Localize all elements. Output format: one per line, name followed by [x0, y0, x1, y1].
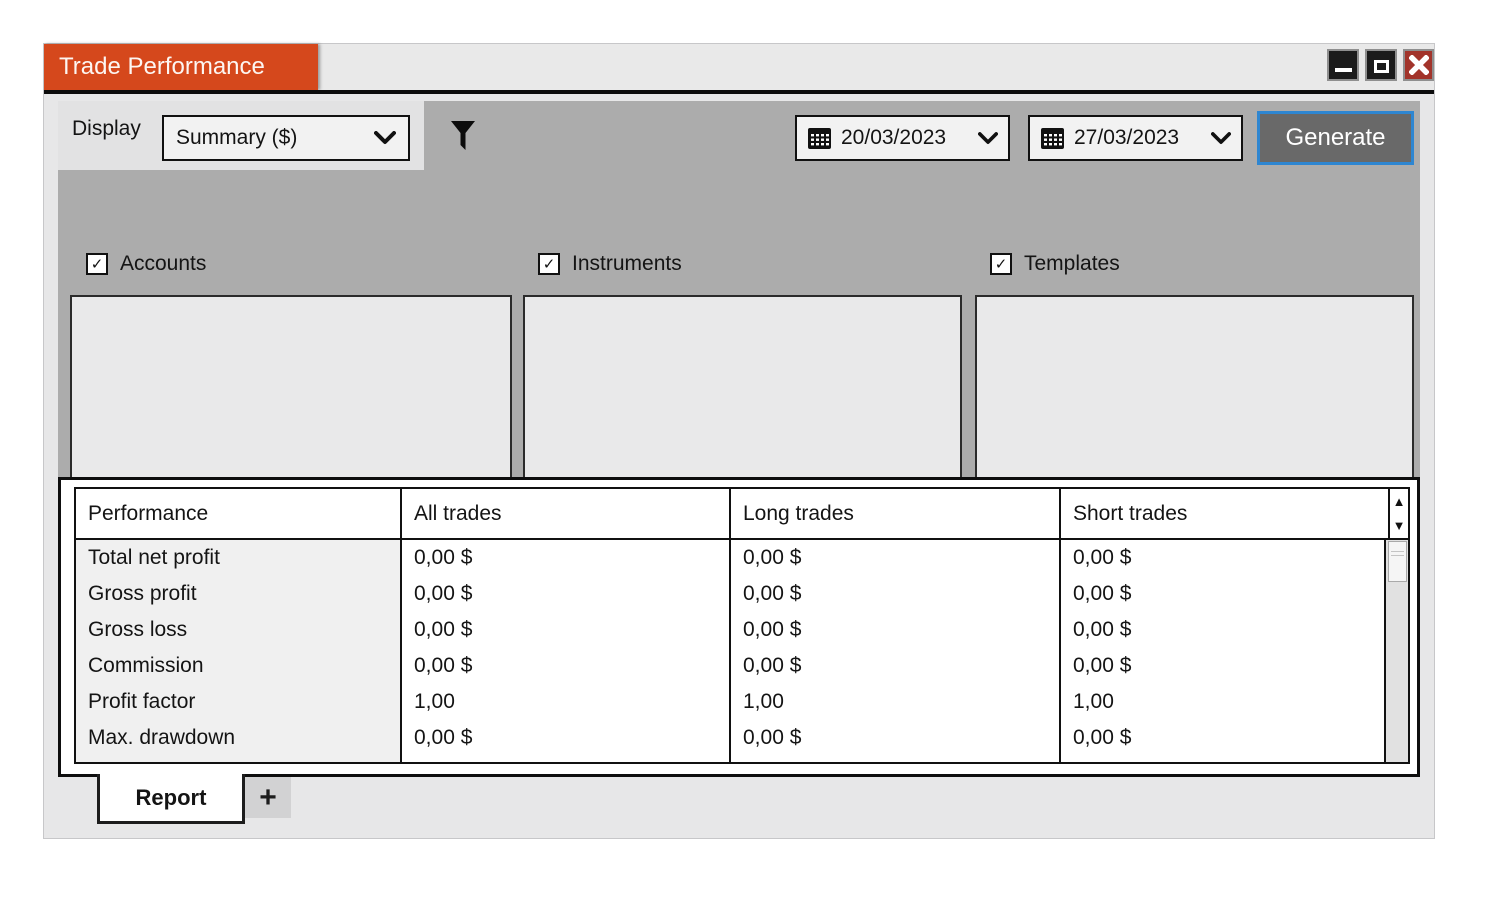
cell-metric: Gross loss — [76, 612, 400, 648]
table-row: Gross profit 0,00 $ 0,00 $ 0,00 $ — [76, 576, 1408, 612]
scroll-up-button[interactable]: ▲ — [1390, 489, 1408, 514]
cell-all: 0,00 $ — [400, 720, 729, 756]
cell-all: 0,00 $ — [400, 540, 729, 576]
calendar-icon — [808, 127, 831, 149]
cell-long: 0,00 $ — [729, 576, 1059, 612]
cell-metric: Profit factor — [76, 684, 400, 720]
accounts-label: Accounts — [120, 252, 207, 275]
cell-short: 0,00 $ — [1059, 612, 1388, 648]
display-label: Display — [72, 117, 141, 140]
scrollbar-thumb[interactable] — [1388, 541, 1407, 582]
cell-all: 0,00 $ — [400, 576, 729, 612]
toolbar: Display Summary ($) — [58, 101, 1420, 517]
templates-checkbox[interactable]: ✓ — [990, 253, 1012, 275]
maximize-icon — [1373, 59, 1389, 73]
cell-short: 0,00 $ — [1059, 720, 1388, 756]
date-to-picker[interactable]: 27/03/2023 — [1028, 115, 1243, 161]
titlebar-separator — [44, 90, 1434, 94]
date-to-value: 27/03/2023 — [1074, 126, 1180, 149]
cell-all: 1,00 — [400, 684, 729, 720]
accounts-filter-group: ✓ Accounts — [86, 252, 206, 276]
report-panel: Performance All trades Long trades Short… — [58, 477, 1420, 777]
performance-table: Performance All trades Long trades Short… — [74, 487, 1410, 764]
cell-long: 0,00 $ — [729, 648, 1059, 684]
table-header-row: Performance All trades Long trades Short… — [76, 489, 1408, 540]
generate-button[interactable]: Generate — [1257, 111, 1414, 165]
scroll-down-button[interactable]: ▼ — [1390, 513, 1408, 538]
cell-metric: Total net profit — [76, 540, 400, 576]
tab-report[interactable]: Report — [97, 774, 245, 824]
table-body: Total net profit 0,00 $ 0,00 $ 0,00 $ Gr… — [76, 540, 1408, 762]
cell-short: 0,00 $ — [1059, 648, 1388, 684]
chevron-down-icon — [374, 131, 396, 144]
add-tab-button[interactable]: + — [245, 777, 291, 818]
table-row: Profit factor 1,00 1,00 1,00 — [76, 684, 1408, 720]
date-from-picker[interactable]: 20/03/2023 — [795, 115, 1010, 161]
table-row: Commission 0,00 $ 0,00 $ 0,00 $ — [76, 648, 1408, 684]
cell-long: 1,00 — [729, 684, 1059, 720]
cell-filler — [729, 756, 1059, 762]
display-area: Display Summary ($) — [58, 101, 424, 170]
minimize-button[interactable] — [1327, 49, 1359, 81]
filter-icon[interactable] — [449, 120, 477, 152]
chevron-down-icon — [978, 131, 998, 144]
cell-long: 0,00 $ — [729, 612, 1059, 648]
cell-long: 0,00 $ — [729, 540, 1059, 576]
header-long-trades: Long trades — [729, 489, 1059, 538]
tab-report-label: Report — [135, 784, 207, 810]
display-dropdown-value: Summary ($) — [176, 126, 298, 149]
chevron-down-icon — [1211, 131, 1231, 144]
cell-short: 1,00 — [1059, 684, 1388, 720]
table-row: Max. drawdown 0,00 $ 0,00 $ 0,00 $ — [76, 720, 1408, 756]
window-title-tab[interactable]: Trade Performance — [44, 44, 318, 90]
trade-performance-window: Trade Performance Display Summary ($) — [44, 44, 1434, 838]
header-short-trades: Short trades — [1059, 489, 1388, 538]
cell-long: 0,00 $ — [729, 720, 1059, 756]
cell-short: 0,00 $ — [1059, 576, 1388, 612]
funnel-icon — [451, 121, 475, 150]
cell-all: 0,00 $ — [400, 648, 729, 684]
header-performance: Performance — [88, 501, 209, 525]
minimize-icon — [1334, 68, 1352, 72]
table-filler-row — [76, 756, 1408, 762]
templates-filter-group: ✓ Templates — [990, 252, 1120, 276]
header-all-trades: All trades — [400, 489, 729, 538]
date-from-value: 20/03/2023 — [841, 126, 947, 149]
title-bar: Trade Performance — [44, 44, 1434, 90]
cell-metric: Commission — [76, 648, 400, 684]
scroll-button-box: ▲ ▼ — [1388, 489, 1408, 538]
table-row: Total net profit 0,00 $ 0,00 $ 0,00 $ — [76, 540, 1408, 576]
cell-all: 0,00 $ — [400, 612, 729, 648]
instruments-label: Instruments — [572, 252, 682, 275]
maximize-button[interactable] — [1365, 49, 1397, 81]
cell-filler — [76, 756, 400, 762]
calendar-icon — [1041, 127, 1064, 149]
display-dropdown[interactable]: Summary ($) — [162, 115, 410, 161]
cell-filler — [400, 756, 729, 762]
window-title: Trade Performance — [59, 53, 265, 80]
cell-short: 0,00 $ — [1059, 540, 1388, 576]
close-button[interactable] — [1403, 49, 1434, 81]
instruments-checkbox[interactable]: ✓ — [538, 253, 560, 275]
cell-metric: Max. drawdown — [76, 720, 400, 756]
instruments-filter-group: ✓ Instruments — [538, 252, 682, 276]
cell-metric: Gross profit — [76, 576, 400, 612]
accounts-checkbox[interactable]: ✓ — [86, 253, 108, 275]
close-icon — [1408, 55, 1429, 75]
table-row: Gross loss 0,00 $ 0,00 $ 0,00 $ — [76, 612, 1408, 648]
vertical-scrollbar[interactable] — [1384, 540, 1408, 762]
cell-filler — [1059, 756, 1388, 762]
templates-label: Templates — [1024, 252, 1120, 275]
